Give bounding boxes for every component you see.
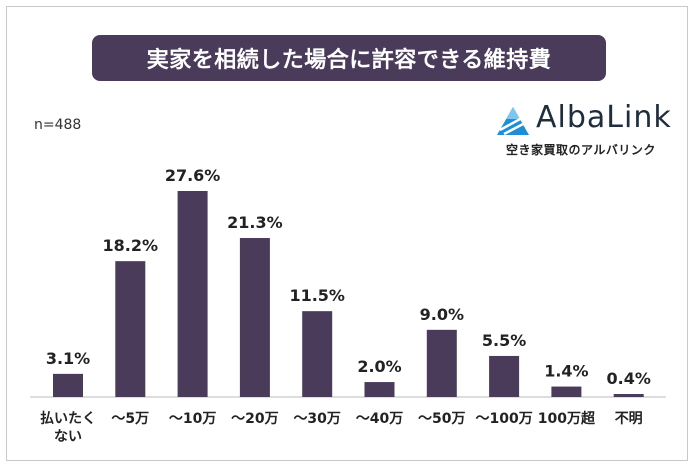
data-label: 27.6% [165,166,221,185]
bar [115,261,146,397]
data-label: 11.5% [289,286,345,305]
bar [364,382,395,397]
bar [489,355,520,397]
logo-name: AlbaLink [536,100,672,135]
sample-size: n=488 [34,117,82,133]
data-label: 3.1% [46,349,90,368]
category-label: 100万超 [537,411,595,427]
bar [177,191,208,397]
category-label: ～10万 [168,411,217,427]
data-label: 21.3% [227,213,283,232]
category-label: ～100万 [475,411,533,427]
category-label: 払いたく ない [40,411,96,445]
category-label: ～20万 [231,411,279,427]
albalink-logo: AlbaLink 空き家買取のアルバリンク [496,100,671,157]
bar [302,311,333,397]
title-banner: 実家を相続した場合に許容できる維持費 [92,35,606,81]
data-label: 2.0% [357,357,401,376]
bar [53,373,83,397]
category-label: ～5万 [111,411,150,427]
data-label: 0.4% [607,369,651,388]
logo-mark-icon [497,107,529,136]
bar [613,394,644,397]
data-label: 9.0% [420,305,464,324]
data-label: 18.2% [103,236,159,255]
category-label: ～30万 [293,411,341,427]
category-label: 不明 [614,411,643,427]
bar [239,238,270,397]
data-label: 1.4% [544,362,588,381]
category-label: ～40万 [355,411,404,427]
logo-subtitle: 空き家買取のアルバリンク [506,143,656,157]
bar [426,329,457,397]
bar [551,386,582,397]
chart-title: 実家を相続した場合に許容できる維持費 [146,48,552,73]
data-label: 5.5% [482,331,526,350]
category-label: ～50万 [418,411,466,427]
